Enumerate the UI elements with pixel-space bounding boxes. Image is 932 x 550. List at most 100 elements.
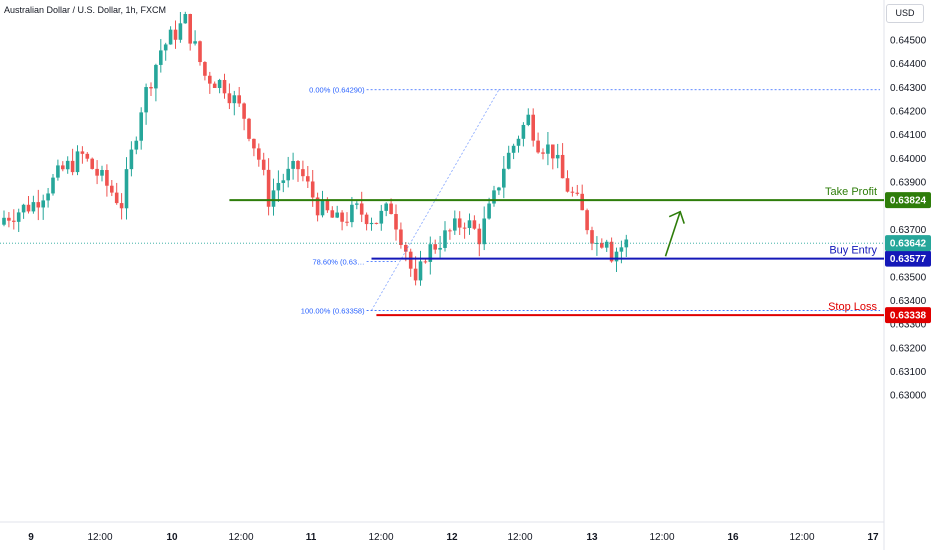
take-profit-label: Take Profit (825, 186, 877, 198)
candle-body (418, 261, 423, 281)
candle-body (619, 247, 624, 252)
candle-body (575, 192, 580, 194)
price-tick-label: 0.64200 (890, 107, 927, 118)
price-tick-label: 0.63500 (890, 272, 927, 283)
candle-body (555, 154, 560, 159)
time-tick-label: 12:00 (87, 532, 112, 543)
candle-body (110, 185, 114, 193)
candle-body (16, 212, 21, 222)
candle-body (502, 168, 506, 188)
candle-body (477, 228, 482, 245)
candle-body (345, 221, 349, 223)
candle-body (247, 118, 251, 139)
candle-body (2, 217, 6, 225)
candle-body (105, 170, 109, 186)
price-tick-label: 0.63400 (890, 296, 927, 307)
candle-body (65, 160, 70, 170)
candle-body (408, 251, 413, 269)
candle-body (119, 203, 124, 209)
time-tick-label: 9 (28, 532, 34, 543)
fib-level-label: 0.00% (0.64290) (309, 86, 365, 95)
candle-body (506, 152, 511, 169)
price-tick-label: 0.64400 (890, 59, 927, 70)
candle-body (124, 169, 129, 209)
candle-body (21, 204, 26, 213)
buy-entry-price-text: 0.63577 (890, 254, 927, 265)
candle-body (7, 217, 11, 221)
candle-body (482, 218, 486, 245)
candle-body (457, 218, 462, 228)
candle-body (570, 191, 575, 193)
candle-body (359, 203, 364, 215)
candle-body (266, 169, 271, 207)
price-tick-label: 0.64100 (890, 130, 927, 141)
stop-loss-price-text: 0.63338 (890, 311, 927, 322)
candle-body (222, 79, 227, 94)
candle-body (281, 180, 286, 183)
candle-body (80, 151, 85, 154)
candle-body (252, 138, 256, 149)
time-tick-label: 12:00 (368, 532, 393, 543)
price-tick-label: 0.63200 (890, 343, 927, 354)
candle-body (335, 212, 339, 218)
candle-body (423, 261, 428, 263)
candle-body (242, 103, 246, 119)
candle-body (438, 247, 442, 250)
candle-body (315, 197, 320, 216)
candle-body (134, 140, 139, 150)
candle-body (46, 193, 50, 201)
candle-body (364, 214, 369, 225)
candle-body (340, 212, 344, 222)
candle-body (114, 192, 119, 204)
candle-body (291, 160, 295, 169)
candle-body (404, 245, 408, 252)
currency-button[interactable]: USD (886, 4, 924, 23)
candle-body (384, 203, 388, 211)
candle-body (144, 87, 148, 113)
price-tick-label: 0.63300 (890, 320, 927, 331)
candle-body (232, 95, 237, 104)
candle-body (51, 177, 55, 194)
candle-body (560, 154, 565, 179)
candle-body (546, 144, 550, 154)
candle-body (433, 244, 437, 250)
candle-body (516, 138, 521, 146)
candle-body (41, 200, 45, 208)
candle-body (306, 176, 310, 182)
candle-body (85, 153, 90, 159)
time-tick-label: 11 (306, 532, 317, 543)
price-tick-label: 0.64300 (890, 83, 927, 94)
time-tick-label: 12 (446, 532, 458, 543)
price-tick-label: 0.64500 (890, 36, 927, 47)
candle-body (350, 204, 354, 223)
fib-level-label: 100.00% (0.63358) (301, 306, 365, 315)
time-tick-label: 17 (867, 532, 879, 543)
candle-body (624, 239, 629, 248)
price-tick-label: 0.63900 (890, 178, 927, 189)
current-price-text: 0.63642 (890, 239, 927, 250)
candle-body (604, 241, 609, 248)
candle-body (551, 144, 555, 159)
candle-body (585, 210, 589, 231)
candle-body (614, 251, 619, 262)
price-tick-label: 0.64000 (890, 154, 927, 165)
projection-arrow-shaft (664, 211, 681, 257)
time-tick-label: 12:00 (228, 532, 253, 543)
symbol-title: Australian Dollar / U.S. Dollar, 1h, FXC… (4, 5, 167, 15)
candle-body (379, 210, 384, 224)
stop-loss-label: Stop Loss (828, 301, 877, 313)
candle-body (487, 203, 491, 219)
buy-entry-label: Buy Entry (829, 245, 877, 257)
time-tick-label: 12:00 (507, 532, 532, 543)
candle-body (159, 50, 163, 65)
candle-body (472, 220, 477, 229)
price-tick-label: 0.63700 (890, 225, 927, 236)
candle-body (12, 220, 16, 222)
candle-body (271, 190, 276, 207)
candle-body (565, 178, 570, 192)
candle-body (168, 29, 173, 45)
take-profit-price-tag (885, 192, 931, 209)
candle-body (227, 93, 232, 104)
candle-body (261, 159, 266, 170)
